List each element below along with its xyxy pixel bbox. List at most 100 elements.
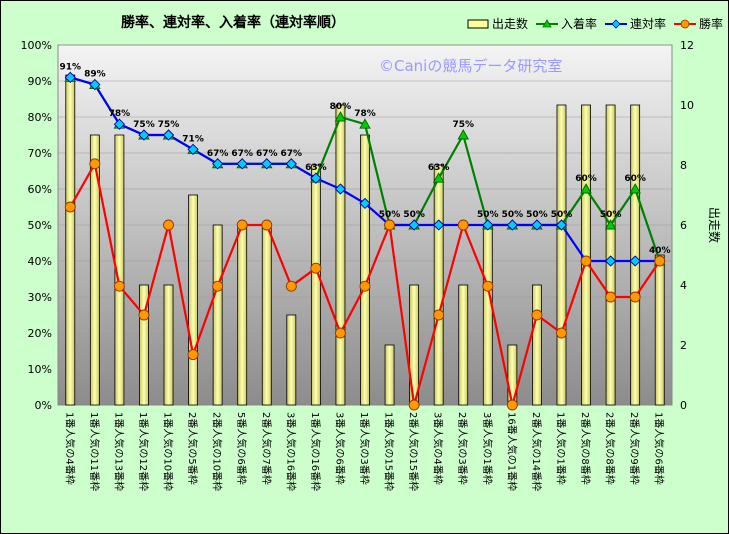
point-marker <box>457 129 470 140</box>
bar <box>654 254 665 406</box>
point-marker <box>457 219 469 231</box>
point-marker <box>310 172 322 184</box>
x-tick-label: 1番人気の4番枠 <box>63 412 76 485</box>
point-marker <box>531 309 543 321</box>
data-label: 80% <box>330 102 352 112</box>
legend-item-blue: 連対率 <box>605 15 666 32</box>
point-marker <box>629 291 641 303</box>
point-marker <box>187 349 199 361</box>
y-left-tick-label: 0% <box>35 399 52 412</box>
x-tick-label: 1番人気の10番枠 <box>162 412 175 491</box>
x-tick-label: 2番人気の10番枠 <box>211 412 224 491</box>
point-marker <box>359 118 371 129</box>
bar <box>360 134 370 406</box>
data-label: 75% <box>133 120 155 130</box>
y-right-tick-label: 0 <box>680 399 687 412</box>
x-tick-label: 3番人気の4番枠 <box>432 412 445 485</box>
bar <box>482 224 493 406</box>
x-tick-label: 2番人気の15番枠 <box>407 412 420 491</box>
chart-title: 勝率、連対率、入着率（連対率順） <box>121 15 345 31</box>
data-label: 50% <box>551 210 573 220</box>
point-marker <box>334 327 346 339</box>
point-marker <box>556 327 567 339</box>
bar <box>532 284 542 406</box>
point-marker <box>212 280 224 292</box>
y-left-tick-label: 50% <box>28 219 52 232</box>
point-marker <box>555 219 568 231</box>
bar <box>384 344 395 406</box>
point-marker <box>408 399 420 411</box>
x-tick-label: 3番人気の6番枠 <box>333 412 346 485</box>
y-left-tick-label: 60% <box>28 183 52 196</box>
point-marker <box>64 71 76 84</box>
point-marker <box>604 219 617 230</box>
y-right-tick-label: 4 <box>680 279 687 292</box>
point-marker <box>334 111 347 122</box>
y-left-tick-label: 80% <box>28 111 52 124</box>
data-labels: 91%89%78%75% 75%71%67% 67% 67% 67%63%80%78%5… <box>60 62 671 256</box>
point-marker <box>113 118 126 130</box>
point-marker <box>580 255 592 267</box>
x-tick-label: 1番人気の3番枠 <box>358 412 371 485</box>
data-label: 78% <box>109 109 131 119</box>
point-marker <box>187 143 199 156</box>
legend-swatch-blue <box>605 18 628 29</box>
point-marker <box>629 183 641 194</box>
legend-item-bar: 出走数 <box>467 15 528 32</box>
y-left-tick-label: 100% <box>21 39 52 52</box>
data-label: 78% <box>354 109 376 119</box>
bar <box>310 164 321 406</box>
bar <box>286 314 297 406</box>
y-left-tick-label: 90% <box>28 75 52 88</box>
bar-series <box>65 74 665 406</box>
point-marker <box>604 255 617 267</box>
point-marker <box>138 129 150 141</box>
data-label: 67% <box>207 149 229 159</box>
point-marker <box>310 262 322 274</box>
x-tick-label: 3番人気の16番枠 <box>284 412 297 491</box>
data-label: 67% <box>281 149 303 159</box>
data-label: 63% <box>428 163 450 173</box>
y-left-tick-label: 70% <box>28 147 52 160</box>
point-marker <box>433 309 445 321</box>
data-label: 50% <box>526 210 548 220</box>
bar <box>630 104 641 406</box>
data-label: 60% <box>575 174 597 184</box>
legend: 出走数 入着率 連対率 勝率 <box>467 15 723 32</box>
y-left-tick-label: 40% <box>28 255 52 268</box>
legend-label-bar: 出走数 <box>492 17 529 31</box>
data-label: 50% <box>502 210 524 220</box>
y-left-tick-label: 10% <box>28 363 52 376</box>
point-marker <box>654 255 666 267</box>
data-label: 50% <box>403 210 425 220</box>
data-label: 50% <box>379 210 401 220</box>
y-right-tick-label: 12 <box>680 39 694 52</box>
x-tick-label: 2番人気の14番枠 <box>530 412 543 491</box>
x-tick-label: 1番人気の15番枠 <box>383 412 396 491</box>
legend-label-blue: 連対率 <box>630 17 667 31</box>
point-marker <box>285 158 297 170</box>
point-marker <box>359 280 371 292</box>
y-left-tick-label: 20% <box>28 327 52 340</box>
x-tick-label: 1番人気の16番枠 <box>309 412 322 491</box>
data-label: 60% <box>624 174 646 184</box>
point-marker <box>163 219 174 231</box>
bar <box>65 74 76 406</box>
data-label: 50% <box>600 210 622 220</box>
point-marker <box>506 219 518 231</box>
point-marker <box>433 219 445 231</box>
data-label: 75% <box>158 120 180 130</box>
x-tick-label: 1番人気の6番枠 <box>653 412 666 485</box>
x-tick-label: 1番人気の11番枠 <box>88 412 101 491</box>
watermark: ©Caniの競馬データ研究室 <box>379 57 563 75</box>
point-marker <box>89 158 101 170</box>
data-label: 67% <box>256 149 278 159</box>
point-marker <box>334 183 347 195</box>
point-marker <box>285 280 297 292</box>
x-tick-label: 2番人気の8番枠 <box>604 412 617 485</box>
x-tick-label: 2番人気の3番枠 <box>456 412 469 485</box>
bar <box>556 104 567 406</box>
y-right-tick-label: 6 <box>680 219 687 232</box>
y-right-axis-label: 出走数 <box>707 207 722 243</box>
